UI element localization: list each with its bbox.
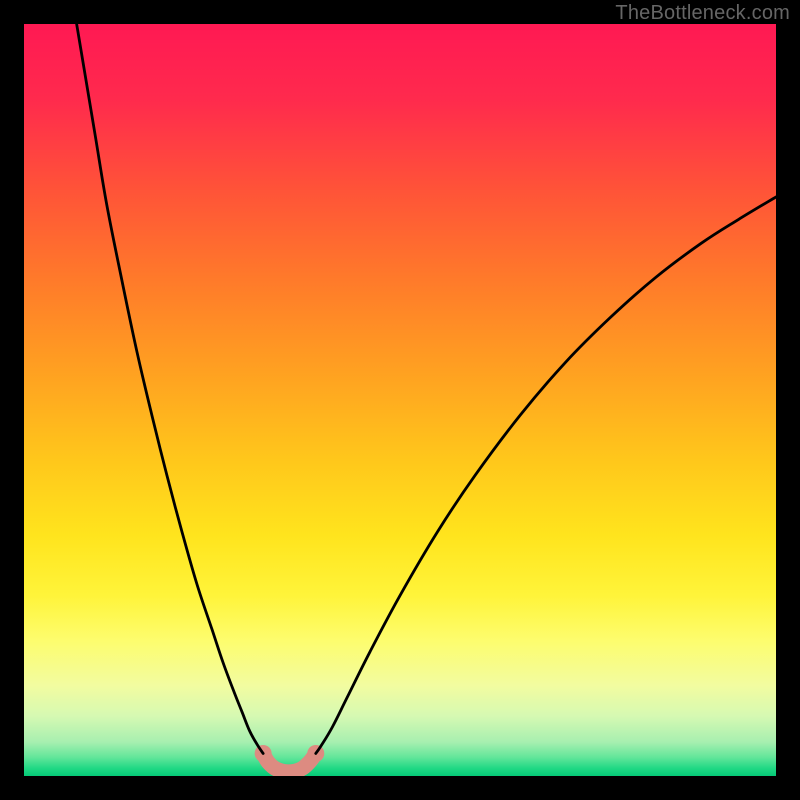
watermark-text: TheBottleneck.com [615,2,790,25]
curves-overlay [24,24,776,776]
curve-right [316,197,776,753]
curve-left [77,24,263,753]
plot-area [24,24,776,776]
